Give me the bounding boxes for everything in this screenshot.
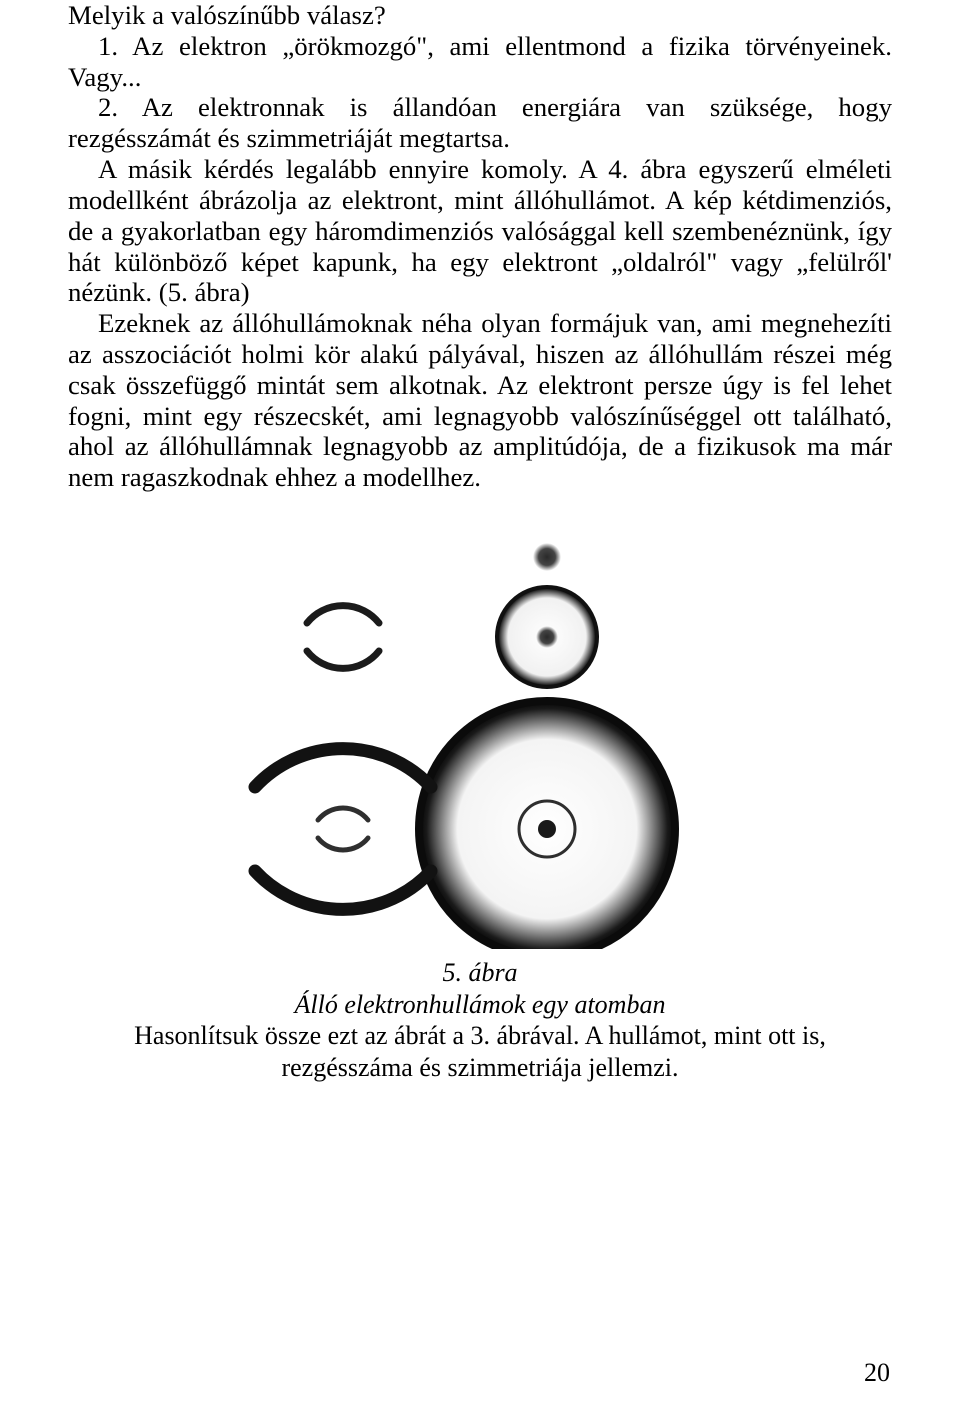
fig5-left-bottom-arcs (255, 749, 431, 910)
figure-5-caption: 5. ábra Álló elektronhullámok egy atomba… (68, 957, 892, 1084)
figure-5-title: Álló elektronhullámok egy atomban (295, 990, 666, 1019)
page: Melyik a valószínűbb válasz? 1. Az elekt… (0, 0, 960, 1408)
paragraph-1b: Ezeknek az állóhullámoknak néha olyan fo… (68, 308, 892, 493)
paragraph-1a: A másik kérdés legalább ennyire komoly. … (68, 154, 892, 308)
fig5-left-top-arcs (307, 606, 379, 669)
figure-5-caption-line: Hasonlítsuk össze ezt az ábrát a 3. ábrá… (134, 1021, 826, 1082)
fig5-right-large-ring (419, 701, 675, 949)
figure-5-svg (225, 529, 735, 949)
option-1: 1. Az elektron „örökmozgó", ami ellentmo… (68, 31, 892, 93)
question-line: Melyik a valószínűbb válasz? (68, 0, 892, 31)
fig5-right-top-blob (533, 543, 561, 571)
figure-5: 5. ábra Álló elektronhullámok egy atomba… (68, 529, 892, 1084)
figure-5-label: 5. ábra (442, 958, 517, 987)
option-2: 2. Az elektronnak is állandóan energiára… (68, 92, 892, 154)
fig5-right-small-ring (497, 587, 597, 687)
page-number: 20 (864, 1358, 890, 1388)
